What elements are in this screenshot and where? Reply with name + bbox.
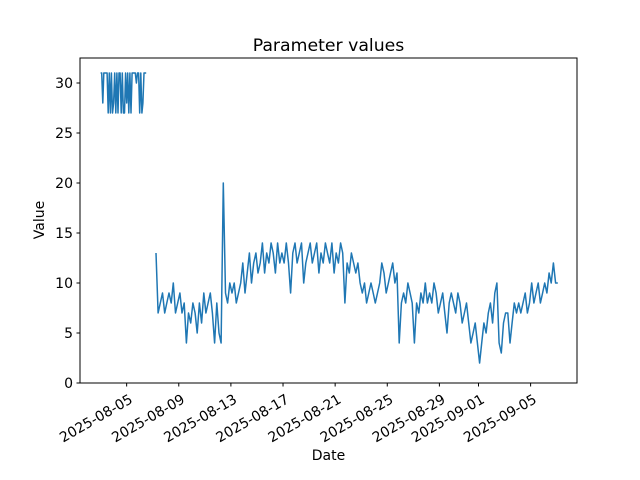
data-series — [100, 72, 558, 364]
y-tick-label: 25 — [55, 126, 73, 142]
y-tick-label: 5 — [64, 326, 73, 342]
value-line — [100, 72, 147, 114]
y-tick-label: 0 — [64, 376, 73, 392]
y-axis-label: Value — [32, 201, 48, 239]
y-axis-ticks: 0 5 10 15 20 25 30 — [55, 76, 80, 392]
y-tick-label: 10 — [55, 276, 73, 292]
chart-title: Parameter values — [253, 36, 405, 56]
y-tick-label: 30 — [55, 76, 73, 92]
plot-area-border — [79, 57, 578, 384]
y-tick-label: 15 — [55, 226, 73, 242]
x-axis-label: Date — [312, 448, 345, 464]
y-tick-label: 20 — [55, 176, 73, 192]
value-line — [155, 182, 558, 364]
x-axis-ticks: 2025-08-052025-08-092025-08-132025-08-17… — [57, 383, 540, 446]
